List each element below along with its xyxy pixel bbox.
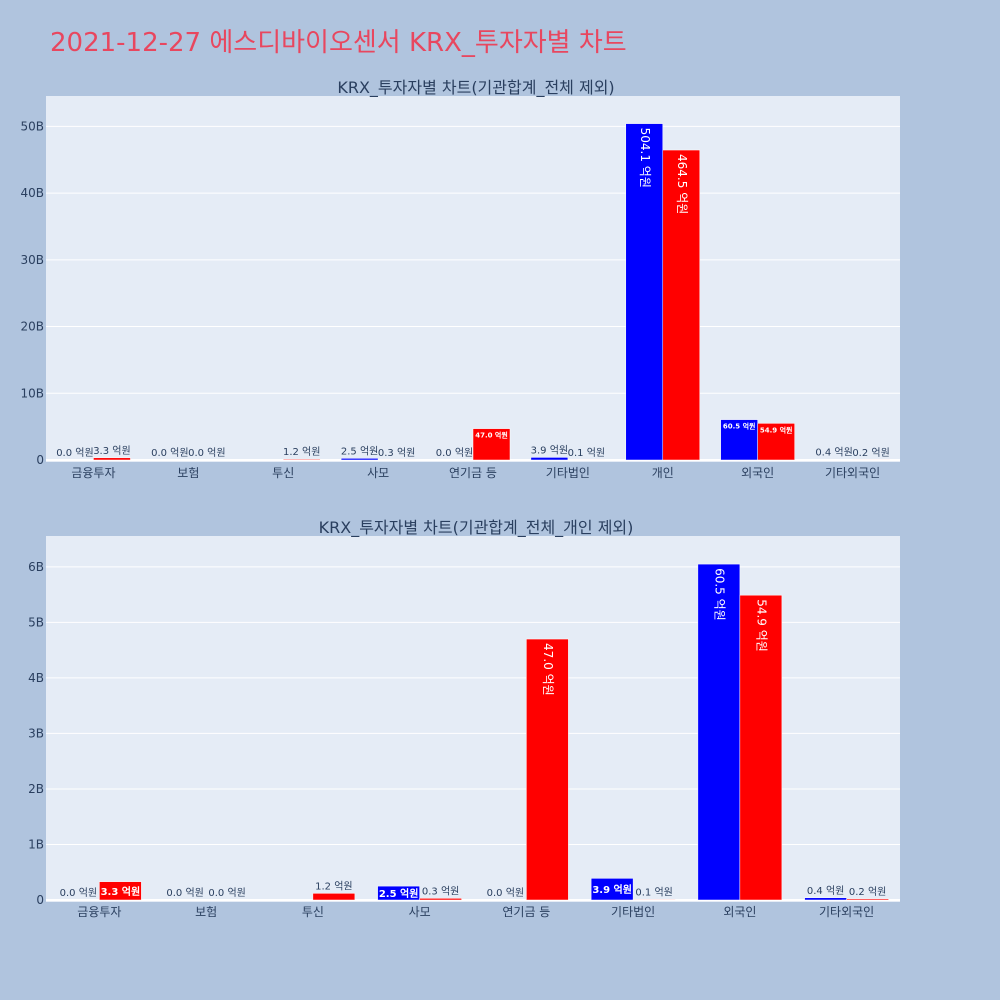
x-tick-label: 보험	[177, 466, 199, 480]
x-tick-label: 기타외국인	[819, 905, 874, 919]
y-tick-label: 30B	[20, 253, 44, 267]
y-tick-label: 50B	[20, 119, 44, 133]
chart-title: KRX_투자자별 차트(기관합계_전체 제외)	[337, 78, 614, 98]
sell-bar	[846, 898, 889, 901]
x-tick-label: 투신	[302, 905, 324, 919]
chart-1: KRX_투자자별 차트(기관합계_전체 제외) 0 10B 20B 30B 40B 50B 금…	[20, 78, 900, 480]
sell-bar	[99, 881, 142, 901]
data-label: 0.0 억원	[487, 887, 524, 899]
data-label: 60.5 억원	[712, 568, 726, 621]
x-tick-label: 기타외국인	[825, 466, 880, 480]
buy-bar	[377, 885, 420, 901]
y-tick-label: 4B	[28, 671, 44, 685]
y-tick-label: 0	[36, 453, 44, 467]
sell-bar	[93, 457, 131, 461]
buy-bar	[804, 897, 847, 901]
data-label: 0.1 억원	[635, 886, 672, 898]
data-label: 0.0 억원	[208, 887, 245, 899]
page-title: 2021-12-27 에스디바이오센서 KRX_투자자별 차트	[50, 28, 627, 58]
buy-bar	[720, 419, 758, 461]
data-label: 1.2 억원	[283, 446, 320, 458]
data-label: 0.3 억원	[378, 447, 415, 459]
x-tick-label: 보험	[195, 905, 217, 919]
y-tick-label: 1B	[28, 837, 44, 851]
buy-bar	[340, 458, 379, 461]
sell-bar	[632, 899, 676, 901]
sell-bar	[419, 898, 462, 901]
data-label: 0.0 억원	[151, 447, 188, 459]
sell-bar	[312, 893, 356, 901]
data-label: 60.5 억원	[723, 422, 756, 431]
data-label: 54.9 억원	[754, 599, 768, 652]
data-label: 3.9 억원	[531, 444, 568, 456]
sell-bar	[282, 458, 321, 461]
x-tick-label: 기타법인	[546, 466, 590, 480]
x-tick-label: 금융투자	[77, 905, 121, 919]
data-label: 2.5 억원	[341, 445, 378, 457]
buy-bar	[590, 878, 634, 901]
chart-2: KRX_투자자별 차트(기관합계_전체_개인 제외) 0 1B 2B 3B 4B 5B 6B 금…	[28, 518, 900, 919]
data-label: 0.4 억원	[807, 885, 844, 897]
sell-bar	[526, 638, 569, 901]
buy-bar	[530, 457, 569, 461]
x-tick-label: 기타법인	[611, 905, 655, 919]
data-label: 504.1 억원	[638, 128, 652, 188]
chart-title: KRX_투자자별 차트(기관합계_전체_개인 제외)	[319, 518, 634, 538]
data-label: 0.2 억원	[852, 447, 889, 459]
x-tick-label: 사모	[409, 905, 431, 919]
x-tick-label: 금융투자	[71, 466, 115, 480]
x-tick-label: 외국인	[723, 905, 756, 919]
data-label: 0.3 억원	[422, 885, 459, 897]
y-tick-label: 10B	[20, 386, 44, 400]
data-label: 1.2 억원	[315, 880, 352, 892]
data-label: 47.0 억원	[541, 643, 555, 696]
x-tick-label: 투신	[272, 466, 294, 480]
data-label: 0.0 억원	[56, 447, 93, 459]
buy-bar	[697, 563, 741, 901]
y-tick-label: 6B	[28, 560, 44, 574]
data-label: 0.0 억원	[60, 887, 97, 899]
plot-area	[46, 96, 900, 462]
data-label: 0.2 억원	[849, 886, 886, 898]
y-tick-label: 2B	[28, 782, 44, 796]
y-tick-label: 40B	[20, 186, 44, 200]
data-label: 3.9 억원	[592, 883, 632, 896]
data-label: 3.3 억원	[93, 445, 130, 457]
data-label: 0.1 억원	[568, 447, 605, 459]
y-tick-label: 20B	[20, 320, 44, 334]
data-label: 0.4 억원	[815, 447, 852, 459]
data-label: 3.3 억원	[101, 885, 141, 898]
x-tick-label: 개인	[652, 466, 674, 480]
data-label: 464.5 억원	[675, 154, 689, 214]
y-tick-label: 0	[36, 893, 44, 907]
sell-bar	[739, 594, 783, 901]
x-tick-label: 외국인	[741, 466, 774, 480]
sell-bar	[662, 149, 701, 461]
data-label: 0.0 억원	[166, 887, 203, 899]
x-tick-label: 연기금 등	[502, 905, 550, 919]
sell-bar	[472, 428, 511, 461]
data-label: 0.0 억원	[436, 447, 473, 459]
data-label: 54.9 억원	[760, 425, 793, 434]
x-tick-label: 연기금 등	[449, 466, 497, 480]
x-tick-label: 사모	[367, 466, 389, 480]
y-tick-label: 3B	[28, 726, 44, 740]
sell-bar	[757, 423, 795, 461]
buy-bar	[625, 123, 664, 461]
data-label: 2.5 억원	[379, 887, 419, 900]
data-label: 47.0 억원	[475, 431, 508, 440]
y-tick-label: 5B	[28, 615, 44, 629]
data-label: 0.0 억원	[188, 447, 225, 459]
